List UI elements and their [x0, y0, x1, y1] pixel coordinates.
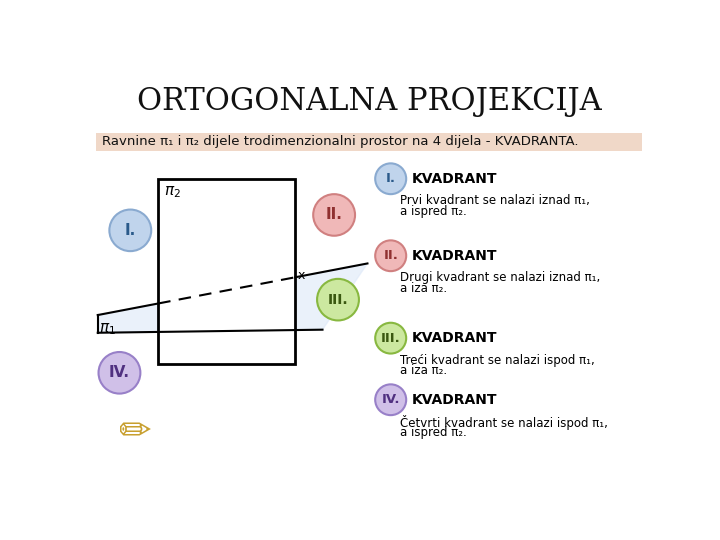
Circle shape — [317, 279, 359, 320]
Text: II.: II. — [325, 207, 343, 222]
Text: III.: III. — [328, 293, 348, 307]
Text: Četvrti kvadrant se nalazi ispod π₁,: Četvrti kvadrant se nalazi ispod π₁, — [400, 415, 608, 430]
Text: IV.: IV. — [109, 365, 130, 380]
Circle shape — [375, 164, 406, 194]
Text: KVADRANT: KVADRANT — [412, 393, 497, 407]
Text: Prvi kvadrant se nalazi iznad π₁,: Prvi kvadrant se nalazi iznad π₁, — [400, 194, 590, 207]
Text: I.: I. — [125, 223, 136, 238]
Text: II.: II. — [383, 249, 398, 262]
Text: Ravnine π₁ i π₂ dijele trodimenzionalni prostor na 4 dijela - KVADRANTA.: Ravnine π₁ i π₂ dijele trodimenzionalni … — [102, 136, 578, 148]
Circle shape — [109, 210, 151, 251]
Text: ✏: ✏ — [119, 414, 151, 452]
Circle shape — [99, 352, 140, 394]
Text: a iza π₂.: a iza π₂. — [400, 364, 447, 377]
Text: I.: I. — [386, 172, 396, 185]
Text: ORTOGONALNA PROJEKCIJA: ORTOGONALNA PROJEKCIJA — [137, 86, 601, 117]
Text: $\pi_1$: $\pi_1$ — [99, 321, 116, 337]
Text: $\pi_2$: $\pi_2$ — [164, 185, 181, 200]
Text: a ispred π₂.: a ispred π₂. — [400, 426, 467, 439]
Circle shape — [375, 323, 406, 354]
Text: KVADRANT: KVADRANT — [412, 249, 497, 263]
Text: III.: III. — [381, 332, 400, 345]
Text: KVADRANT: KVADRANT — [412, 172, 497, 186]
Circle shape — [313, 194, 355, 236]
Text: a iza π₂.: a iza π₂. — [400, 282, 447, 295]
Text: a ispred π₂.: a ispred π₂. — [400, 205, 467, 218]
Bar — [158, 179, 295, 363]
Circle shape — [375, 384, 406, 415]
Text: IV.: IV. — [382, 393, 400, 406]
Text: x: x — [297, 269, 305, 282]
Circle shape — [375, 240, 406, 271]
Bar — [96, 132, 642, 151]
Text: KVADRANT: KVADRANT — [412, 331, 497, 345]
Text: Treći kvadrant se nalazi ispod π₁,: Treći kvadrant se nalazi ispod π₁, — [400, 354, 595, 367]
Polygon shape — [98, 264, 367, 333]
Text: Drugi kvadrant se nalazi iznad π₁,: Drugi kvadrant se nalazi iznad π₁, — [400, 271, 600, 284]
